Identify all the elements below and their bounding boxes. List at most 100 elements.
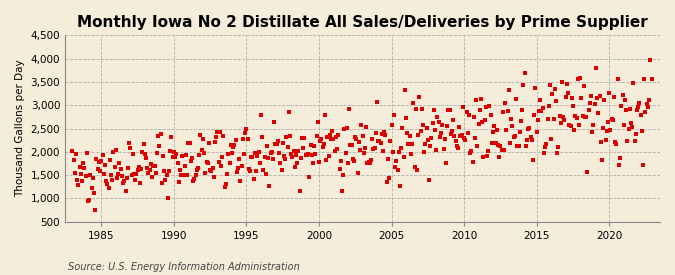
Point — [261, 172, 271, 177]
Point — [319, 141, 329, 146]
Point — [136, 167, 146, 172]
Point — [372, 100, 383, 104]
Point — [466, 149, 477, 153]
Point — [236, 164, 247, 169]
Point — [412, 133, 423, 137]
Point — [478, 155, 489, 159]
Point — [472, 144, 483, 148]
Point — [218, 134, 229, 138]
Point — [321, 158, 331, 163]
Point — [591, 66, 601, 70]
Point — [271, 142, 282, 146]
Point — [369, 146, 380, 150]
Point — [183, 141, 194, 145]
Point — [637, 129, 647, 133]
Point — [375, 141, 386, 145]
Point — [604, 91, 615, 96]
Point — [86, 185, 97, 190]
Point — [470, 98, 481, 102]
Point — [211, 134, 221, 139]
Point — [455, 134, 466, 139]
Point — [299, 136, 310, 140]
Point — [627, 125, 638, 130]
Point — [276, 168, 287, 173]
Point — [563, 90, 574, 95]
Point — [635, 113, 646, 118]
Y-axis label: Thousand Gallons per Day: Thousand Gallons per Day — [15, 60, 25, 197]
Point — [310, 152, 321, 157]
Point — [250, 169, 261, 173]
Point — [224, 161, 235, 166]
Point — [335, 159, 346, 164]
Point — [357, 134, 368, 139]
Point — [407, 141, 418, 146]
Point — [215, 130, 225, 134]
Point — [345, 143, 356, 147]
Point — [219, 185, 230, 189]
Point — [408, 101, 418, 106]
Point — [234, 157, 244, 161]
Point — [374, 139, 385, 143]
Point — [514, 130, 525, 134]
Point — [574, 123, 585, 127]
Point — [273, 151, 284, 155]
Point — [416, 107, 427, 112]
Point — [70, 171, 80, 175]
Point — [67, 149, 78, 153]
Point — [146, 162, 157, 167]
Point — [331, 147, 342, 151]
Point — [564, 123, 574, 127]
Point — [360, 125, 371, 130]
Point — [343, 160, 354, 165]
Point — [624, 106, 635, 111]
Point — [467, 160, 478, 164]
Point — [277, 141, 288, 145]
Point — [122, 176, 132, 180]
Point — [196, 148, 207, 153]
Point — [262, 143, 273, 148]
Point — [284, 110, 294, 114]
Point — [603, 119, 614, 124]
Point — [194, 153, 205, 157]
Point — [143, 171, 154, 175]
Point — [294, 188, 305, 193]
Point — [436, 130, 447, 135]
Point — [241, 126, 252, 131]
Point — [74, 165, 85, 169]
Point — [200, 171, 211, 175]
Point — [96, 159, 107, 163]
Point — [418, 150, 429, 154]
Point — [293, 149, 304, 153]
Point — [583, 108, 594, 113]
Point — [468, 115, 479, 120]
Point — [371, 131, 381, 136]
Point — [334, 167, 345, 171]
Point — [630, 132, 641, 137]
Point — [409, 164, 420, 169]
Point — [412, 168, 423, 172]
Point — [620, 98, 630, 102]
Point — [201, 160, 212, 165]
Point — [557, 80, 568, 84]
Point — [259, 155, 270, 159]
Point — [476, 97, 487, 101]
Point — [606, 116, 617, 121]
Point — [391, 159, 402, 163]
Point — [314, 160, 325, 164]
Point — [519, 71, 530, 75]
Point — [140, 152, 151, 156]
Point — [329, 149, 340, 153]
Point — [79, 165, 90, 170]
Point — [632, 107, 643, 112]
Point — [460, 138, 470, 142]
Point — [364, 161, 375, 166]
Point — [539, 150, 549, 155]
Point — [338, 173, 348, 178]
Point — [105, 173, 116, 177]
Point — [265, 150, 276, 155]
Point — [126, 173, 137, 177]
Point — [397, 125, 408, 130]
Point — [547, 92, 558, 96]
Point — [512, 144, 522, 148]
Point — [244, 167, 254, 171]
